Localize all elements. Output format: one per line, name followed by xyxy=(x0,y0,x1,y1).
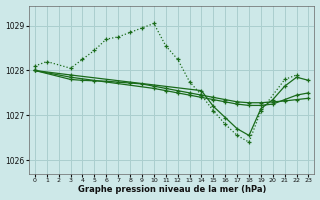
X-axis label: Graphe pression niveau de la mer (hPa): Graphe pression niveau de la mer (hPa) xyxy=(77,185,266,194)
